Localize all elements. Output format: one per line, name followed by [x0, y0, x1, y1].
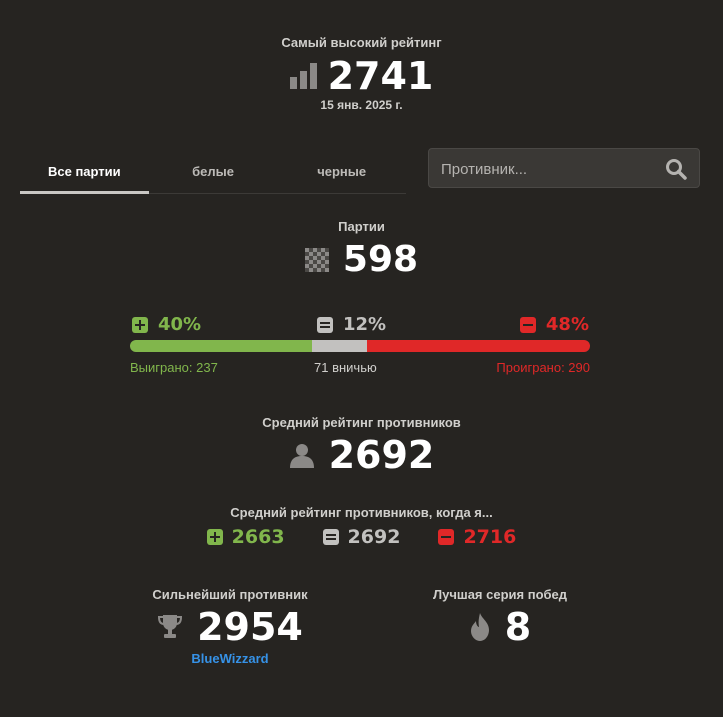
equals-icon [317, 316, 333, 333]
draw-percent-group: 12% [317, 314, 386, 335]
results-bar-draw [312, 340, 367, 352]
avg-opponent-row: 2692 [0, 433, 723, 477]
games-label: Партии [338, 219, 385, 234]
win-streak-label: Лучшая серия побед [432, 587, 568, 602]
avg-opponent-value: 2692 [328, 433, 435, 477]
strongest-opponent-row: 2954 [100, 604, 360, 650]
avg-when-draw-value: 2692 [347, 526, 401, 548]
loss-percent: 48% [545, 314, 589, 335]
strongest-opponent-link[interactable]: BlueWizzard [191, 651, 269, 666]
trophy-icon [158, 615, 183, 638]
minus-icon [438, 529, 455, 545]
win-streak-row: 8 [370, 604, 630, 650]
flame-icon [470, 613, 489, 641]
tab-white[interactable]: белые [192, 164, 234, 179]
bar-chart-icon [289, 63, 317, 89]
draw-percent: 12% [343, 314, 387, 335]
avg-when-draw: 2692 [322, 526, 401, 548]
search-icon[interactable] [665, 158, 687, 180]
opponent-search-box [428, 148, 700, 189]
avg-when-win: 2663 [206, 526, 285, 548]
wins-count: Выиграно: 237 [130, 360, 218, 375]
highest-rating-label: Самый высокий рейтинг [281, 35, 442, 50]
chessboard-icon [304, 248, 329, 272]
games-row: 598 [0, 238, 723, 282]
results-bar-win [130, 340, 313, 352]
opponent-search-input[interactable] [439, 149, 653, 189]
user-icon [289, 444, 314, 468]
win-percent-group: 40% [132, 314, 201, 335]
results-bar-loss [366, 340, 590, 352]
highest-rating-date: 15 янв. 2025 г. [320, 98, 403, 112]
strongest-opponent-value: 2954 [197, 605, 303, 649]
color-filter-tabs: Все партии белые черные [20, 150, 406, 194]
highest-rating-row: 2741 [0, 54, 723, 98]
strongest-opponent-label: Сильнейший противник [152, 587, 308, 602]
win-streak-value: 8 [504, 605, 532, 649]
avg-when-loss: 2716 [438, 526, 516, 548]
avg-opponent-label: Средний рейтинг противников [262, 415, 461, 430]
equals-icon [322, 529, 339, 545]
draws-count: 71 вничью [314, 360, 377, 375]
results-bar [130, 340, 590, 352]
minus-icon [519, 316, 536, 333]
losses-count: Проиграно: 290 [496, 360, 590, 375]
avg-when-loss-value: 2716 [463, 526, 517, 548]
avg-when-row: 2663 2692 2716 [0, 526, 723, 548]
win-percent: 40% [158, 314, 202, 335]
tab-all-games[interactable]: Все партии [20, 150, 149, 194]
highest-rating-value: 2741 [327, 54, 434, 98]
plus-icon [206, 529, 223, 545]
loss-percent-group: 48% [519, 314, 589, 335]
games-value: 598 [342, 239, 419, 280]
tab-black[interactable]: черные [317, 164, 367, 179]
avg-when-label: Средний рейтинг противников, когда я... [230, 505, 493, 520]
plus-icon [132, 316, 148, 333]
avg-when-win-value: 2663 [231, 526, 285, 548]
